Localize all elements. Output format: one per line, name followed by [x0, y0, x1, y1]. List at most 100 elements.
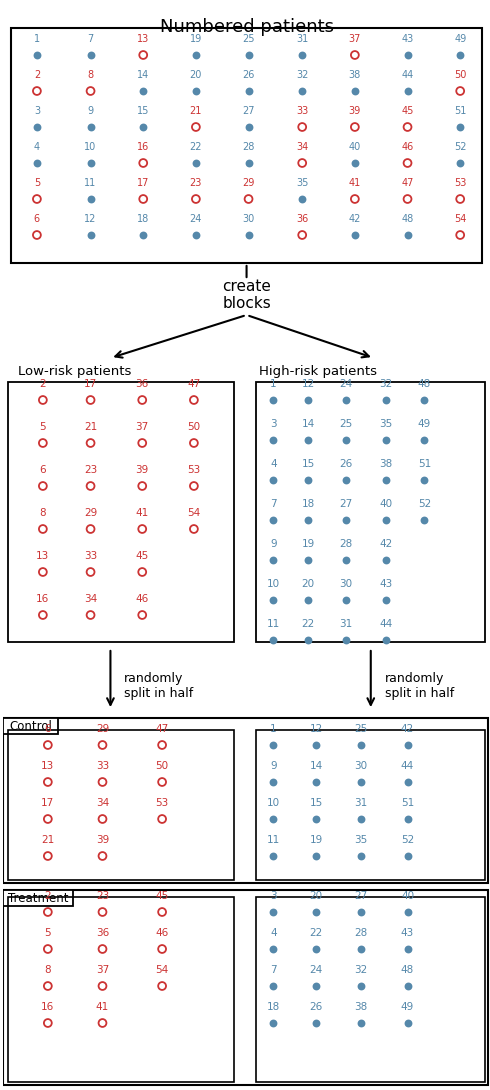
Point [312, 941, 320, 958]
Text: 54: 54 [155, 965, 169, 974]
Point [87, 391, 95, 409]
Point [298, 155, 306, 172]
Point [456, 82, 464, 99]
Point [357, 810, 365, 827]
Text: Numbered patients: Numbered patients [160, 19, 334, 36]
Text: 39: 39 [136, 465, 149, 475]
Point [456, 119, 464, 136]
Text: 47: 47 [401, 178, 414, 187]
Text: 19: 19 [310, 835, 323, 845]
Text: 30: 30 [243, 214, 255, 225]
Text: 22: 22 [190, 142, 202, 152]
Text: 40: 40 [349, 142, 361, 152]
Point [404, 119, 412, 136]
Text: 51: 51 [401, 798, 414, 808]
Text: 14: 14 [310, 761, 323, 771]
Text: 43: 43 [401, 928, 414, 938]
Text: 41: 41 [349, 178, 361, 187]
Point [404, 810, 412, 827]
Text: 23: 23 [96, 891, 109, 901]
Point [404, 82, 412, 99]
Text: 52: 52 [401, 835, 414, 845]
Text: 40: 40 [401, 891, 414, 901]
Point [139, 227, 147, 244]
Text: 11: 11 [267, 619, 280, 629]
Text: 14: 14 [301, 419, 315, 429]
Point [39, 564, 47, 581]
Point [33, 191, 41, 208]
Text: 28: 28 [243, 142, 255, 152]
Bar [11, 28, 482, 263]
Text: 46: 46 [155, 928, 169, 938]
Point [357, 1015, 365, 1032]
Point [420, 432, 428, 449]
Point [404, 847, 412, 864]
Point [138, 391, 146, 409]
Text: 6: 6 [45, 724, 51, 734]
Point [382, 511, 390, 529]
Bar [256, 382, 485, 642]
Point [245, 155, 252, 172]
Bar [3, 718, 488, 883]
Text: 12: 12 [310, 724, 323, 734]
Point [190, 434, 198, 451]
Text: 35: 35 [379, 419, 392, 429]
Text: 11: 11 [84, 178, 97, 187]
Point [98, 904, 106, 921]
Text: 37: 37 [136, 422, 149, 432]
Bar [3, 718, 58, 734]
Text: 7: 7 [87, 34, 94, 44]
Text: 36: 36 [136, 379, 149, 389]
Point [33, 119, 41, 136]
Text: 45: 45 [136, 552, 149, 561]
Point [270, 773, 277, 790]
Point [87, 155, 95, 172]
Point [351, 46, 359, 63]
Point [44, 810, 52, 827]
Text: 43: 43 [379, 579, 392, 589]
Point [270, 904, 277, 921]
Text: 46: 46 [136, 594, 149, 604]
Text: 12: 12 [301, 379, 315, 389]
Text: randomly
split in half: randomly split in half [124, 673, 194, 700]
Point [357, 847, 365, 864]
Point [270, 847, 277, 864]
Point [357, 978, 365, 995]
Point [270, 552, 277, 569]
Text: 23: 23 [84, 465, 97, 475]
Point [404, 1015, 412, 1032]
Text: 1: 1 [270, 379, 277, 389]
Text: 38: 38 [349, 70, 361, 80]
Point [404, 155, 412, 172]
Point [158, 773, 166, 790]
Text: 20: 20 [190, 70, 202, 80]
Point [98, 773, 106, 790]
Bar [8, 897, 234, 1082]
Point [304, 591, 312, 608]
Point [270, 432, 277, 449]
Text: 22: 22 [301, 619, 315, 629]
Text: 39: 39 [96, 835, 109, 845]
Point [87, 82, 95, 99]
Text: 51: 51 [418, 459, 431, 469]
Point [192, 46, 200, 63]
Point [33, 82, 41, 99]
Text: 15: 15 [301, 459, 315, 469]
Text: 10: 10 [267, 798, 280, 808]
Point [139, 155, 147, 172]
Point [270, 511, 277, 529]
Bar [8, 382, 234, 642]
Point [270, 810, 277, 827]
Point [342, 511, 350, 529]
Point [298, 46, 306, 63]
Point [245, 119, 252, 136]
Point [404, 773, 412, 790]
Text: 35: 35 [354, 835, 368, 845]
Point [39, 434, 47, 451]
Text: 41: 41 [136, 508, 149, 518]
Point [139, 46, 147, 63]
Text: 14: 14 [137, 70, 149, 80]
Point [270, 631, 277, 649]
Text: 5: 5 [40, 422, 46, 432]
Point [312, 773, 320, 790]
